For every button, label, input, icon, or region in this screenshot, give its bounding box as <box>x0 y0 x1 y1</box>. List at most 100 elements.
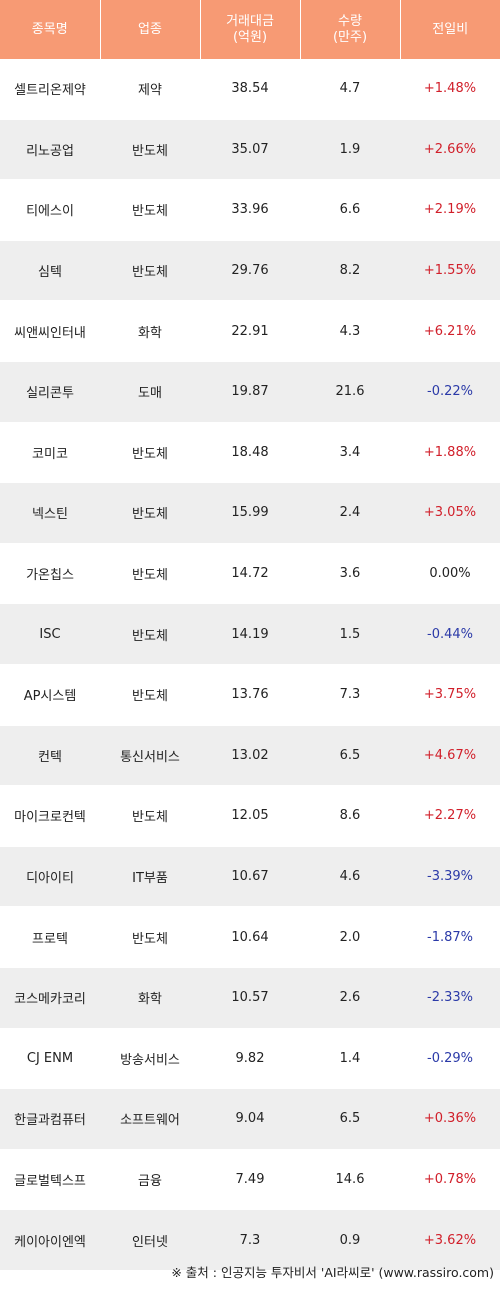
cell-change: +1.88% <box>400 422 500 484</box>
cell-trade-amount: 15.99 <box>200 482 300 544</box>
cell-quantity: 1.4 <box>300 1028 400 1090</box>
header-trade-amount: 거래대금 (억원) <box>200 0 301 59</box>
cell-change: 0.00% <box>400 543 500 605</box>
table-row: 한글과컴퓨터 소프트웨어 9.04 6.5 +0.36% <box>0 1088 500 1150</box>
cell-change: +2.19% <box>400 179 500 241</box>
cell-stock-name: ISC <box>0 603 100 665</box>
cell-trade-amount: 9.82 <box>200 1028 300 1090</box>
header-quantity-label: 수량 <box>338 13 362 29</box>
table-row: 디아이티 IT부품 10.67 4.6 -3.39% <box>0 846 500 908</box>
cell-quantity: 6.5 <box>300 1088 400 1150</box>
cell-change: +3.62% <box>400 1209 500 1271</box>
cell-quantity: 3.6 <box>300 543 400 605</box>
cell-stock-name: 코스메카코리 <box>0 967 100 1029</box>
cell-change: +2.66% <box>400 119 500 181</box>
cell-quantity: 14.6 <box>300 1149 400 1211</box>
cell-quantity: 8.2 <box>300 240 400 302</box>
table-row: 마이크로컨텍 반도체 12.05 8.6 +2.27% <box>0 785 500 847</box>
table-row: 실리콘투 도매 19.87 21.6 -0.22% <box>0 361 500 423</box>
cell-stock-name: 한글과컴퓨터 <box>0 1088 100 1150</box>
cell-quantity: 1.5 <box>300 603 400 665</box>
header-quantity-unit: (만주) <box>332 29 368 45</box>
cell-trade-amount: 7.49 <box>200 1149 300 1211</box>
cell-sector: 반도체 <box>100 179 200 241</box>
cell-trade-amount: 13.76 <box>200 664 300 726</box>
cell-trade-amount: 13.02 <box>200 725 300 787</box>
table-header: 종목명 업종 거래대금 (억원) 수량 (만주) 전일비 <box>0 0 500 59</box>
table-row: 프로텍 반도체 10.64 2.0 -1.87% <box>0 906 500 968</box>
cell-quantity: 21.6 <box>300 361 400 423</box>
table-row: 코스메카코리 화학 10.57 2.6 -2.33% <box>0 967 500 1029</box>
cell-stock-name: 리노공업 <box>0 119 100 181</box>
cell-stock-name: 가온칩스 <box>0 543 100 605</box>
cell-change: -0.22% <box>400 361 500 423</box>
cell-stock-name: 케이아이엔엑 <box>0 1209 100 1271</box>
cell-change: -3.39% <box>400 846 500 908</box>
cell-quantity: 4.3 <box>300 300 400 362</box>
table-row: 티에스이 반도체 33.96 6.6 +2.19% <box>0 179 500 241</box>
stock-table: 종목명 업종 거래대금 (억원) 수량 (만주) 전일비 셀트리온제약 제약 38.… <box>0 0 500 1271</box>
cell-change: +1.55% <box>400 240 500 302</box>
cell-sector: 통신서비스 <box>100 725 200 787</box>
header-quantity: 수량 (만주) <box>300 0 401 59</box>
cell-stock-name: 마이크로컨텍 <box>0 785 100 847</box>
cell-quantity: 6.5 <box>300 725 400 787</box>
cell-quantity: 7.3 <box>300 664 400 726</box>
cell-change: +1.48% <box>400 59 500 120</box>
cell-trade-amount: 22.91 <box>200 300 300 362</box>
cell-stock-name: 글로벌텍스프 <box>0 1149 100 1211</box>
cell-sector: 금융 <box>100 1149 200 1211</box>
cell-sector: 반도체 <box>100 664 200 726</box>
cell-sector: IT부품 <box>100 846 200 908</box>
cell-change: -1.87% <box>400 906 500 968</box>
cell-sector: 반도체 <box>100 240 200 302</box>
table-row: 케이아이엔엑 인터넷 7.3 0.9 +3.62% <box>0 1209 500 1271</box>
cell-quantity: 2.0 <box>300 906 400 968</box>
table-row: AP시스템 반도체 13.76 7.3 +3.75% <box>0 664 500 726</box>
table-row: 글로벌텍스프 금융 7.49 14.6 +0.78% <box>0 1149 500 1211</box>
table-row: 컨텍 통신서비스 13.02 6.5 +4.67% <box>0 725 500 787</box>
cell-change: -2.33% <box>400 967 500 1029</box>
cell-sector: 반도체 <box>100 785 200 847</box>
cell-sector: 인터넷 <box>100 1209 200 1271</box>
table-row: ISC 반도체 14.19 1.5 -0.44% <box>0 603 500 665</box>
header-trade-amount-unit: (억원) <box>232 29 268 45</box>
cell-quantity: 3.4 <box>300 422 400 484</box>
cell-change: +3.75% <box>400 664 500 726</box>
cell-trade-amount: 29.76 <box>200 240 300 302</box>
cell-trade-amount: 18.48 <box>200 422 300 484</box>
cell-sector: 반도체 <box>100 482 200 544</box>
cell-sector: 방송서비스 <box>100 1028 200 1090</box>
cell-stock-name: CJ ENM <box>0 1028 100 1090</box>
cell-sector: 반도체 <box>100 422 200 484</box>
table-row: 심텍 반도체 29.76 8.2 +1.55% <box>0 240 500 302</box>
cell-stock-name: 심텍 <box>0 240 100 302</box>
cell-stock-name: 컨텍 <box>0 725 100 787</box>
cell-quantity: 8.6 <box>300 785 400 847</box>
cell-stock-name: 실리콘투 <box>0 361 100 423</box>
cell-sector: 제약 <box>100 59 200 120</box>
cell-quantity: 1.9 <box>300 119 400 181</box>
cell-trade-amount: 7.3 <box>200 1209 300 1271</box>
cell-change: +0.36% <box>400 1088 500 1150</box>
cell-stock-name: 넥스틴 <box>0 482 100 544</box>
cell-stock-name: 디아이티 <box>0 846 100 908</box>
cell-stock-name: 프로텍 <box>0 906 100 968</box>
table-row: 넥스틴 반도체 15.99 2.4 +3.05% <box>0 482 500 544</box>
cell-sector: 화학 <box>100 967 200 1029</box>
cell-quantity: 4.7 <box>300 59 400 120</box>
table-row: 셀트리온제약 제약 38.54 4.7 +1.48% <box>0 59 500 120</box>
cell-trade-amount: 10.57 <box>200 967 300 1029</box>
cell-trade-amount: 10.64 <box>200 906 300 968</box>
cell-quantity: 2.6 <box>300 967 400 1029</box>
header-sector: 업종 <box>100 0 201 59</box>
cell-change: -0.29% <box>400 1028 500 1090</box>
cell-sector: 화학 <box>100 300 200 362</box>
cell-sector: 반도체 <box>100 543 200 605</box>
cell-quantity: 2.4 <box>300 482 400 544</box>
cell-quantity: 6.6 <box>300 179 400 241</box>
table-body: 셀트리온제약 제약 38.54 4.7 +1.48% 리노공업 반도체 35.07 1.9 +2.… <box>0 59 500 1271</box>
cell-sector: 반도체 <box>100 119 200 181</box>
cell-stock-name: 코미코 <box>0 422 100 484</box>
